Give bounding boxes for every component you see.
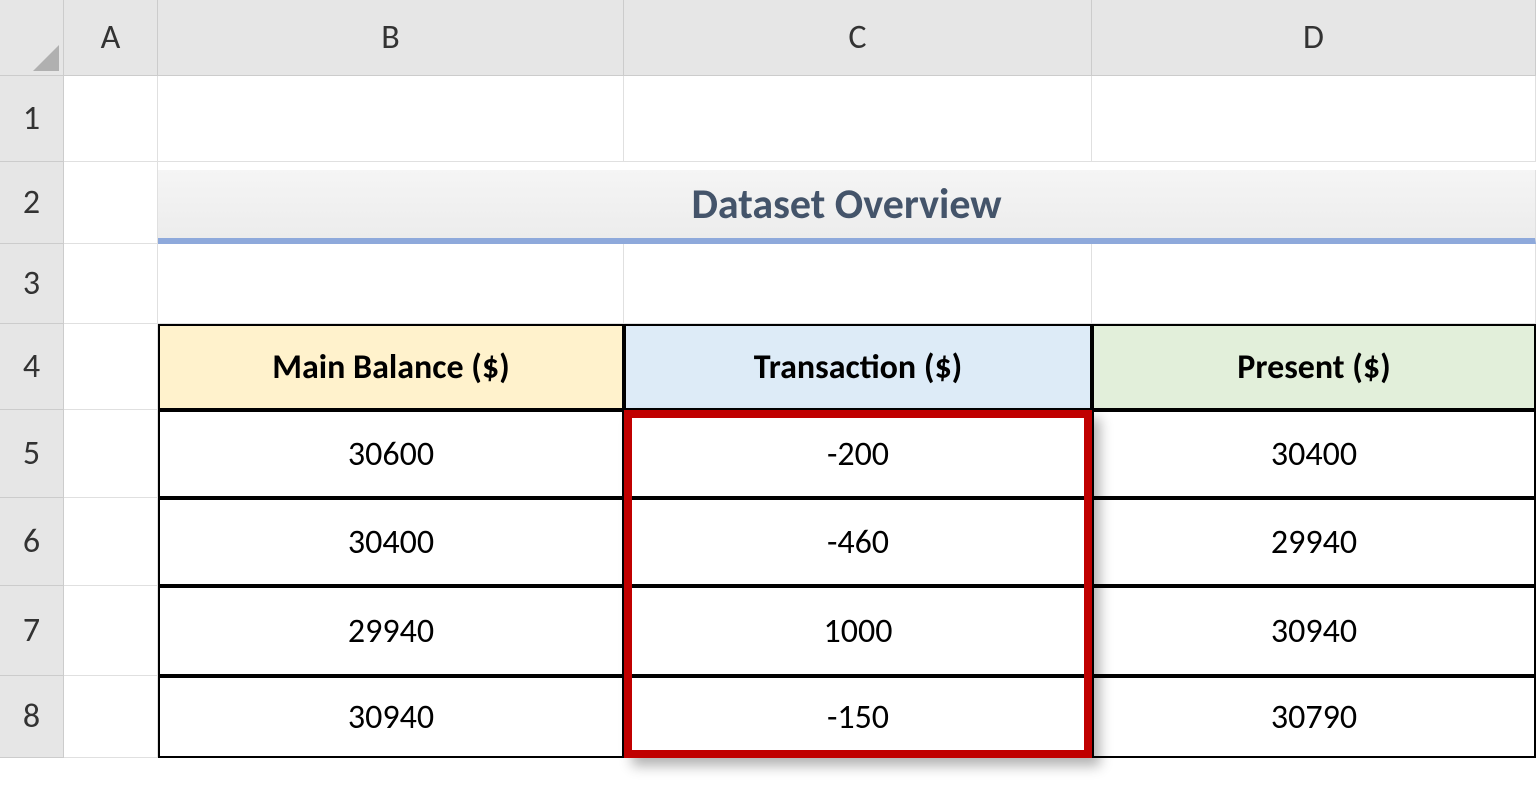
col-header-c[interactable]: C (624, 0, 1092, 76)
cell-c5[interactable]: -200 (624, 410, 1092, 498)
cell-a7[interactable] (64, 586, 158, 676)
cell-b1[interactable] (158, 76, 624, 162)
cell-b7[interactable]: 29940 (158, 586, 624, 676)
cell-d6[interactable]: 29940 (1092, 498, 1536, 586)
cell-d1[interactable] (1092, 76, 1536, 162)
header-present[interactable]: Present ($) (1092, 324, 1536, 410)
header-transaction[interactable]: Transaction ($) (624, 324, 1092, 410)
cell-c8[interactable]: -150 (624, 676, 1092, 758)
row-header-2[interactable]: 2 (0, 162, 64, 244)
cell-c7[interactable]: 1000 (624, 586, 1092, 676)
cell-a2[interactable] (64, 162, 158, 244)
cell-d7[interactable]: 30940 (1092, 586, 1536, 676)
cell-a3[interactable] (64, 244, 158, 324)
cell-a6[interactable] (64, 498, 158, 586)
cell-a4[interactable] (64, 324, 158, 410)
cell-b3[interactable] (158, 244, 624, 324)
row-header-5[interactable]: 5 (0, 410, 64, 498)
select-all-triangle-icon (33, 45, 59, 71)
cell-d3[interactable] (1092, 244, 1536, 324)
col-header-b[interactable]: B (158, 0, 624, 76)
cell-b5[interactable]: 30600 (158, 410, 624, 498)
select-all-corner[interactable] (0, 0, 64, 76)
row-header-6[interactable]: 6 (0, 498, 64, 586)
cell-a8[interactable] (64, 676, 158, 758)
cell-d8[interactable]: 30790 (1092, 676, 1536, 758)
spreadsheet-grid: A B C D 1 2 Dataset Overview 3 4 Main Ba… (0, 0, 1536, 758)
title-cell[interactable]: Dataset Overview (158, 170, 1536, 244)
cell-c1[interactable] (624, 76, 1092, 162)
cell-b6[interactable]: 30400 (158, 498, 624, 586)
row-header-1[interactable]: 1 (0, 76, 64, 162)
col-header-d[interactable]: D (1092, 0, 1536, 76)
cell-d5[interactable]: 30400 (1092, 410, 1536, 498)
row-header-8[interactable]: 8 (0, 676, 64, 758)
cell-a5[interactable] (64, 410, 158, 498)
col-header-a[interactable]: A (64, 0, 158, 76)
cell-b8[interactable]: 30940 (158, 676, 624, 758)
cell-c3[interactable] (624, 244, 1092, 324)
row-header-4[interactable]: 4 (0, 324, 64, 410)
row-header-7[interactable]: 7 (0, 586, 64, 676)
header-main-balance[interactable]: Main Balance ($) (158, 324, 624, 410)
cell-c6[interactable]: -460 (624, 498, 1092, 586)
cell-a1[interactable] (64, 76, 158, 162)
row-header-3[interactable]: 3 (0, 244, 64, 324)
